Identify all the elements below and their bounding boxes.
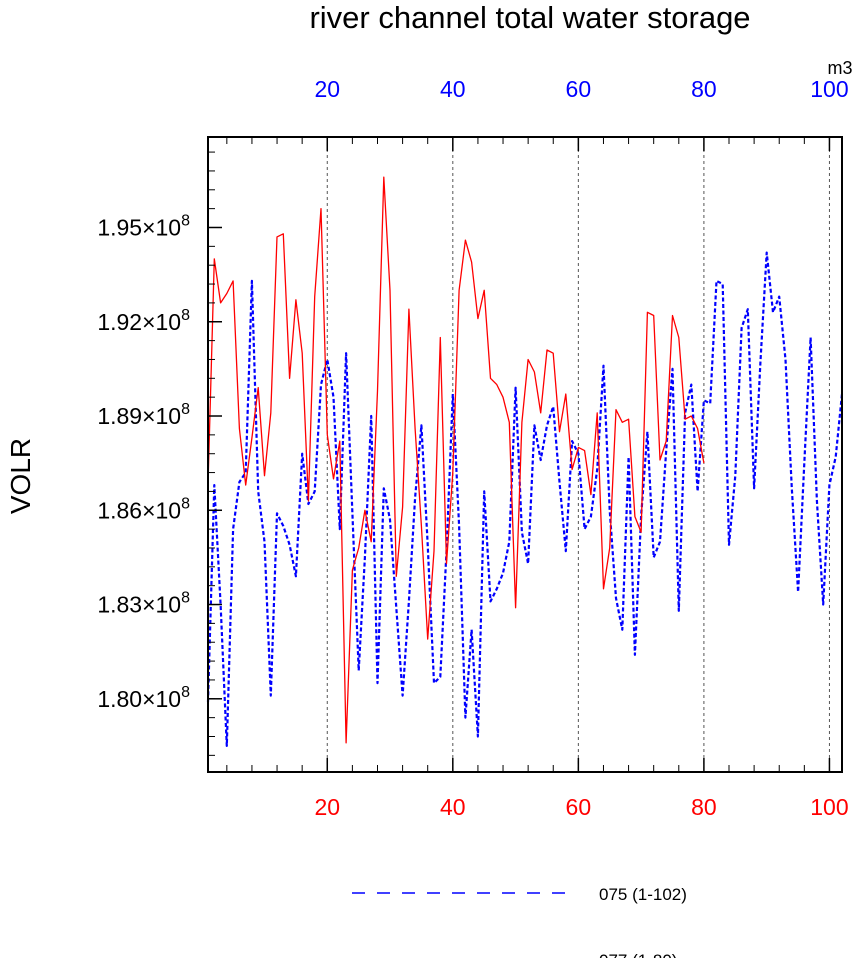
x-tick-label-bottom: 20	[314, 794, 340, 820]
legend-label-0: 075 (1-102)	[599, 885, 687, 904]
x-tick-label-top: 40	[440, 76, 466, 102]
chart-title: river channel total water storage	[309, 0, 750, 35]
y-axis-label: VOLR	[5, 438, 36, 514]
x-tick-label-bottom: 40	[440, 794, 466, 820]
y-tick-label: 1.92×108	[97, 307, 190, 335]
units-label: m3	[827, 58, 852, 78]
y-tick-label: 1.80×108	[97, 684, 190, 712]
x-tick-labels-bottom: 20 40 60 80 100	[314, 794, 848, 820]
y-tick-label: 1.95×108	[97, 212, 190, 240]
x-tick-label-bottom: 100	[810, 794, 848, 820]
x-tick-labels-top: 20 40 60 80 100	[314, 76, 848, 102]
legend: 075 (1-102) 077 (1-80)	[352, 885, 687, 958]
x-tick-label-top: 60	[566, 76, 592, 102]
y-tick-label: 1.86×108	[97, 495, 190, 523]
axis-ticks	[208, 137, 831, 772]
series-line-0	[206, 251, 844, 748]
legend-label-1: 077 (1-80)	[599, 951, 677, 958]
y-tick-label: 1.89×108	[97, 401, 190, 429]
x-tick-label-bottom: 80	[691, 794, 717, 820]
series-layer	[206, 176, 844, 748]
y-tick-labels: 1.80×108 1.83×108 1.86×108 1.89×108 1.92×108…	[97, 212, 190, 711]
plot-frame	[207, 136, 843, 773]
x-tick-label-top: 80	[691, 76, 717, 102]
y-tick-label: 1.83×108	[97, 590, 190, 618]
x-tick-label-top: 100	[810, 76, 848, 102]
x-tick-label-bottom: 60	[566, 794, 592, 820]
series-line-1	[207, 176, 705, 744]
x-tick-label-top: 20	[314, 76, 340, 102]
grid-lines	[326, 137, 830, 772]
